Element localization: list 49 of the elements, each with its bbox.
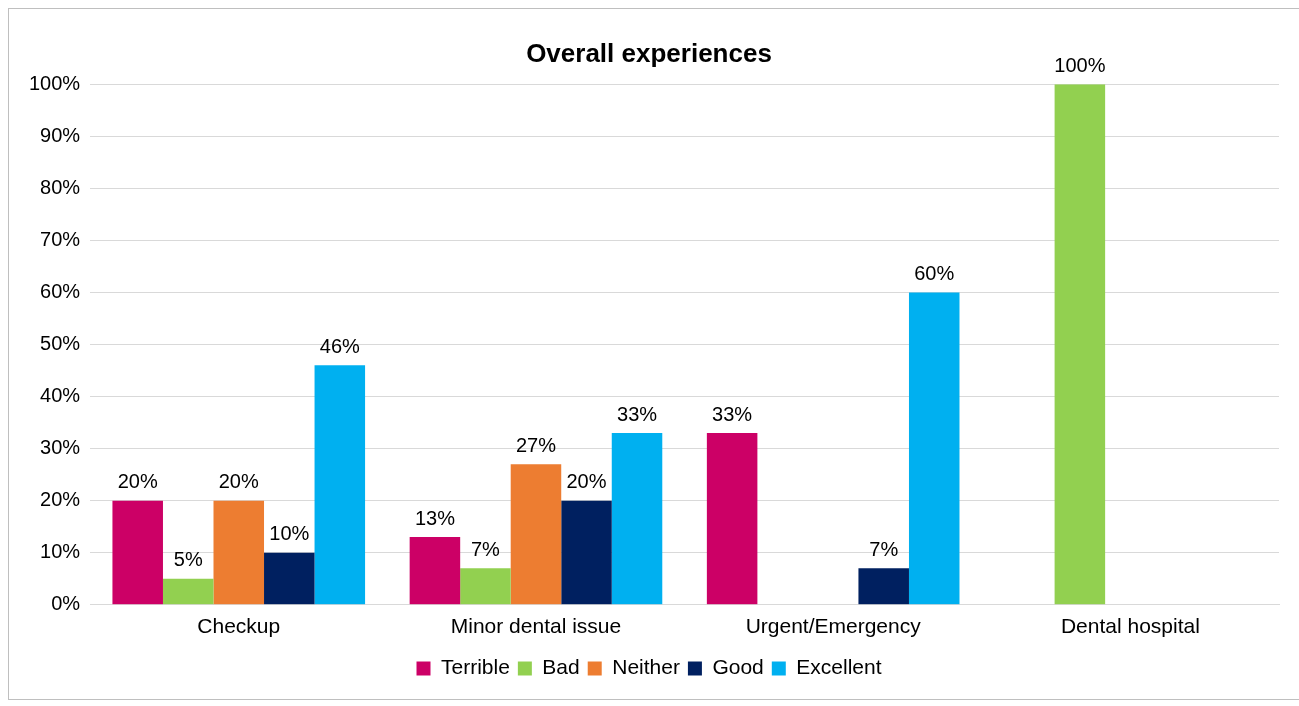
data-label: 60% [914, 261, 955, 284]
bar [314, 365, 366, 605]
data-label: 5% [173, 548, 203, 571]
data-label: 33% [712, 402, 753, 425]
data-label: 20% [566, 470, 607, 493]
data-label: 7% [470, 537, 501, 560]
legend-label: Neither [612, 655, 680, 679]
bar [1054, 84, 1106, 605]
data-label: 27% [515, 433, 557, 456]
x-tick-label: Checkup [197, 614, 281, 638]
legend-label: Good [712, 655, 764, 679]
data-label: 10% [269, 522, 310, 545]
y-tick-label: 0% [51, 592, 81, 615]
bar [213, 500, 265, 605]
data-label: 20% [218, 470, 259, 493]
y-tick-label: 90% [40, 123, 81, 146]
data-label: 100% [1054, 53, 1106, 76]
legend-label: Bad [542, 655, 580, 679]
x-tick-label: Urgent/Emergency [745, 614, 922, 638]
data-label: 46% [319, 334, 361, 357]
chart-title: Overall experiences [526, 37, 772, 68]
y-tick-label: 80% [40, 175, 81, 198]
y-tick-label: 40% [40, 384, 81, 407]
data-label: 33% [617, 402, 658, 425]
data-label: 13% [414, 506, 456, 529]
bar [264, 552, 315, 605]
y-tick-label: 10% [40, 540, 81, 563]
legend-label: Excellent [796, 655, 882, 679]
y-tick-label: 70% [40, 227, 81, 250]
y-tick-label: 60% [40, 279, 81, 302]
y-tick-label: 50% [40, 332, 81, 355]
legend-label: Terrible [441, 655, 510, 679]
bar [908, 292, 960, 605]
y-tick-label: 20% [40, 488, 81, 511]
bar [561, 500, 612, 605]
data-label: 7% [869, 537, 899, 560]
x-tick-label: Minor dental issue [450, 614, 622, 638]
data-label: 20% [117, 470, 158, 493]
x-tick-label: Dental hospital [1060, 614, 1200, 638]
bar [510, 464, 562, 605]
bar [162, 578, 214, 605]
bar [460, 568, 511, 605]
bar [409, 537, 461, 605]
bar [611, 433, 663, 605]
bar [858, 568, 909, 605]
bar [706, 433, 758, 605]
y-tick-label: 100% [29, 71, 81, 94]
y-tick-label: 30% [40, 436, 81, 459]
bar [112, 500, 163, 605]
